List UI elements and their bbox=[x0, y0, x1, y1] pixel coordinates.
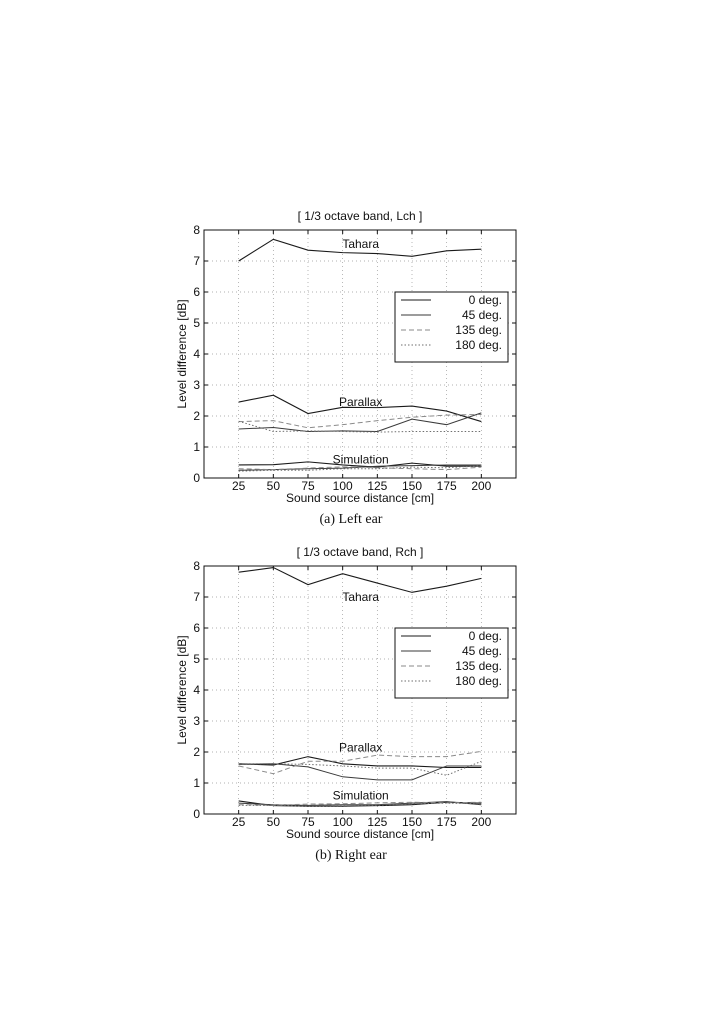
chart-a-xtick-label: 175 bbox=[437, 479, 457, 493]
chart-b-xtick-label: 125 bbox=[367, 815, 387, 829]
chart-b-xtick-label: 25 bbox=[232, 815, 246, 829]
chart-b-series-parallax-180deg bbox=[238, 760, 482, 776]
chart-b-xtick-label: 200 bbox=[471, 815, 491, 829]
chart-a-xtick-label: 25 bbox=[232, 479, 246, 493]
chart-a-xtick-label: 150 bbox=[402, 479, 422, 493]
chart-b-xlabel: Sound source distance [cm] bbox=[286, 827, 434, 841]
chart-b-ytick-label: 7 bbox=[193, 590, 200, 604]
chart-a-series-simulation-0deg bbox=[238, 461, 482, 468]
chart-b-annotation-parallax: Parallax bbox=[339, 740, 382, 754]
chart-b-legend-label: 0 deg. bbox=[469, 629, 502, 643]
chart-a-series-parallax-45deg bbox=[238, 412, 482, 433]
chart-b-annotation-simulation: Simulation bbox=[333, 788, 389, 802]
chart-a-legend-label: 0 deg. bbox=[469, 293, 502, 307]
chart-b-series-tahara-0deg bbox=[238, 566, 482, 593]
chart-a-xtick-label: 125 bbox=[367, 479, 387, 493]
chart-right-ear: [ 1/3 octave band, Rch ] 0 1 2 3 4 5 6 7 8 25 50 75 1… bbox=[175, 545, 517, 841]
chart-b-legend-label: 135 deg. bbox=[455, 659, 502, 673]
chart-a-annotation-tahara: Tahara bbox=[342, 237, 379, 251]
chart-b-xtick-label: 75 bbox=[301, 815, 315, 829]
chart-b-ytick-label: 6 bbox=[193, 621, 200, 635]
chart-b-legend-label: 45 deg. bbox=[462, 644, 502, 658]
chart-a-ytick-label: 6 bbox=[193, 285, 200, 299]
chart-a-annotation-simulation: Simulation bbox=[333, 452, 389, 466]
chart-a-series-tahara-0deg bbox=[238, 238, 482, 262]
chart-a-ytick-label: 4 bbox=[193, 347, 200, 361]
chart-a-ytick-label: 1 bbox=[193, 440, 200, 454]
chart-a-xtick-label: 200 bbox=[471, 479, 491, 493]
chart-a-ytick-label: 7 bbox=[193, 254, 200, 268]
chart-a-xtick-label: 100 bbox=[333, 479, 353, 493]
chart-a-xtick-label: 75 bbox=[301, 479, 315, 493]
chart-a-legend-label: 180 deg. bbox=[455, 338, 502, 352]
chart-a-ylabel: Level difference [dB] bbox=[175, 299, 189, 408]
chart-a-series-parallax-180deg bbox=[238, 420, 482, 433]
chart-b-ytick-label: 4 bbox=[193, 683, 200, 697]
chart-a-ytick-label: 5 bbox=[193, 316, 200, 330]
chart-a-xtick-label: 50 bbox=[267, 479, 281, 493]
caption-left-ear: (a) Left ear bbox=[319, 512, 383, 527]
chart-a-legend-label: 45 deg. bbox=[462, 308, 502, 322]
chart-b-ytick-label: 2 bbox=[193, 745, 200, 759]
chart-a-series-simulation-135deg bbox=[238, 466, 482, 471]
chart-b-series-parallax-45deg bbox=[238, 763, 482, 781]
chart-a-legend-box bbox=[394, 291, 509, 363]
chart-a-series-parallax-135deg bbox=[238, 413, 482, 429]
chart-b-legend-box bbox=[394, 627, 509, 699]
chart-b-xtick-label: 150 bbox=[402, 815, 422, 829]
chart-b-xtick-label: 100 bbox=[333, 815, 353, 829]
chart-b-xtick-label: 50 bbox=[267, 815, 281, 829]
chart-b-xtick-label: 175 bbox=[437, 815, 457, 829]
chart-b-series-simulation-135deg bbox=[238, 801, 482, 806]
chart-b-ytick-label: 8 bbox=[193, 559, 200, 573]
chart-a-ytick-label: 8 bbox=[193, 223, 200, 237]
chart-b-legend-label: 180 deg. bbox=[455, 674, 502, 688]
chart-b-title: [ 1/3 octave band, Rch ] bbox=[297, 545, 424, 559]
chart-a-xlabel: Sound source distance [cm] bbox=[286, 491, 434, 505]
chart-a-ytick-label: 3 bbox=[193, 378, 200, 392]
chart-b-ylabel: Level difference [dB] bbox=[175, 635, 189, 744]
chart-a-annotation-parallax: Parallax bbox=[339, 395, 382, 409]
chart-b-ytick-label: 3 bbox=[193, 714, 200, 728]
chart-a-ytick-label: 0 bbox=[193, 471, 200, 485]
chart-b-ytick-label: 5 bbox=[193, 652, 200, 666]
chart-b-series-parallax-0deg bbox=[238, 756, 482, 769]
chart-b-ytick-label: 1 bbox=[193, 776, 200, 790]
chart-a-series-parallax-0deg bbox=[238, 394, 482, 423]
chart-b-annotation-tahara: Tahara bbox=[342, 590, 379, 604]
chart-a-ytick-label: 2 bbox=[193, 409, 200, 423]
chart-b-series-parallax-135deg bbox=[238, 750, 482, 775]
chart-a-legend-label: 135 deg. bbox=[455, 323, 502, 337]
caption-right-ear: (b) Right ear bbox=[315, 848, 387, 863]
chart-left-ear: [ 1/3 octave band, Lch ] 0 1 2 3 4 5 6 7 8 25 50 75 1… bbox=[175, 209, 517, 505]
chart-b-ytick-label: 0 bbox=[193, 807, 200, 821]
chart-a-title: [ 1/3 octave band, Lch ] bbox=[298, 209, 423, 223]
